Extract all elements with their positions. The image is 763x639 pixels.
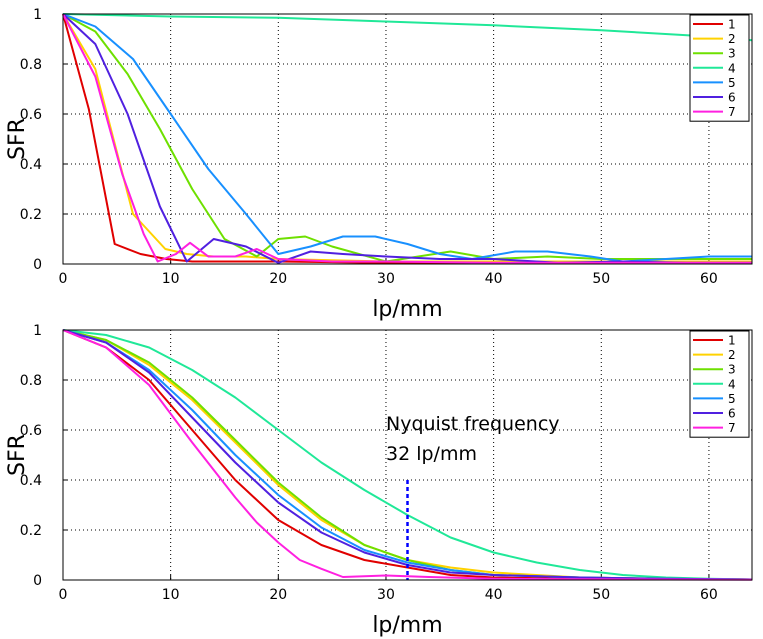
x-tick-label: 0: [59, 271, 68, 287]
y-tick-label: 0: [33, 573, 42, 589]
y-tick-label: 0.2: [20, 523, 42, 539]
x-tick-label: 20: [269, 271, 287, 287]
legend-label-5: 5: [728, 392, 736, 406]
legend-label-4: 4: [728, 61, 736, 75]
y-tick-label: 1: [33, 323, 42, 339]
axes-frame: [62, 329, 753, 581]
x-tick-label: 20: [269, 587, 287, 603]
y-tick-label: 0.6: [20, 423, 42, 439]
legend-label-1: 1: [728, 334, 736, 348]
y-tick-label: 0.4: [20, 157, 42, 173]
series-line-7: [62, 13, 752, 264]
series-line-2: [62, 13, 752, 263]
legend-label-2: 2: [728, 348, 736, 362]
legend-label-6: 6: [728, 91, 736, 105]
x-axis-label: lp/mm: [372, 613, 442, 638]
series-line-3: [62, 13, 752, 263]
x-tick-label: 0: [59, 587, 68, 603]
y-axis-label: SFR: [5, 118, 30, 160]
series-line-7: [62, 329, 753, 581]
chart-panel-1: 0 10 20 30 40 50 6000.20.40.60.81lp/mmSFR12345…: [5, 7, 753, 322]
legend-label-3: 3: [728, 47, 736, 61]
series-line-6: [62, 329, 753, 581]
x-tick-label: 60: [700, 587, 718, 603]
legend-label-7: 7: [728, 105, 736, 119]
y-tick-label: 0.4: [20, 473, 42, 489]
series-line-4: [62, 13, 753, 42]
legend-label-5: 5: [728, 76, 736, 90]
legend-label-2: 2: [728, 32, 736, 46]
annotation-line-2: 32 lp/mm: [386, 443, 477, 465]
series-line-1: [62, 13, 752, 264]
annotation-line-1: Nyquist frequency: [386, 413, 560, 435]
x-tick-label: 50: [592, 587, 610, 603]
x-axis-label: lp/mm: [372, 297, 442, 322]
y-tick-label: 0.6: [20, 107, 42, 123]
y-axis-label: SFR: [5, 434, 30, 476]
x-tick-label: 60: [700, 271, 718, 287]
y-tick-label: 0.8: [20, 373, 42, 389]
y-tick-label: 0.2: [20, 207, 42, 223]
y-tick-label: 0.8: [20, 57, 42, 73]
legend-label-4: 4: [728, 377, 736, 391]
legend-label-7: 7: [728, 421, 736, 435]
axes-frame: [62, 13, 753, 265]
legend-label-3: 3: [728, 363, 736, 377]
series-line-6: [62, 13, 752, 264]
y-tick-label: 0: [33, 257, 42, 273]
x-tick-label: 40: [485, 587, 503, 603]
x-tick-label: 50: [592, 271, 610, 287]
x-tick-label: 30: [377, 587, 395, 603]
y-tick-label: 1: [33, 7, 42, 23]
x-tick-label: 10: [162, 271, 180, 287]
x-tick-label: 30: [377, 271, 395, 287]
series-line-5: [62, 13, 752, 263]
chart-panel-2: 0 10 20 30 40 50 60 0 0.2 0.4 0.6 0.8 1 Nyquist frequ…: [5, 323, 753, 638]
legend-label-6: 6: [728, 407, 736, 421]
x-tick-label: 40: [485, 271, 503, 287]
legend-label-1: 1: [728, 18, 736, 32]
x-tick-label: 10: [162, 587, 180, 603]
